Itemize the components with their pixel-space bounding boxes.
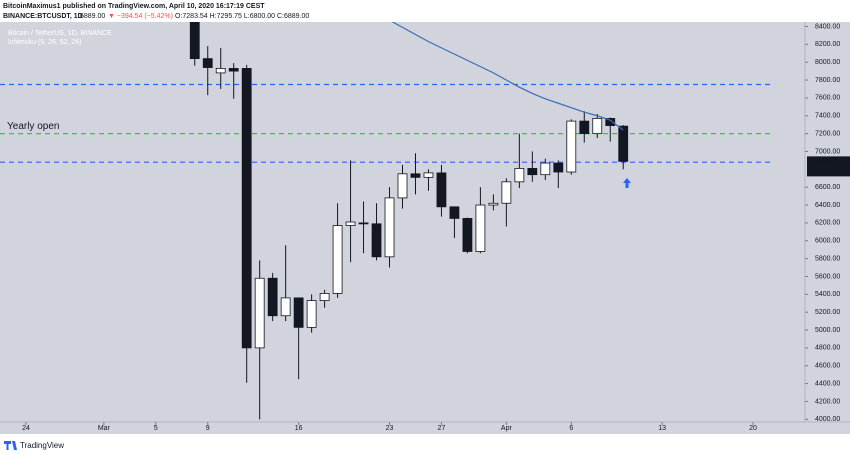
- candle-body: [592, 118, 603, 135]
- y-tick-label: 8000.00: [815, 59, 840, 66]
- x-tick-label: 13: [658, 425, 666, 432]
- legend-indicator: Ichimoku (9, 26, 52, 26): [8, 39, 82, 46]
- y-tick-label: 7600.00: [815, 95, 840, 102]
- candle-body: [319, 293, 330, 301]
- candle-body: [605, 118, 616, 126]
- y-tick-label: 6000.00: [815, 238, 840, 245]
- publish-info: BitcoinMaximus1 published on TradingView…: [3, 3, 265, 10]
- candle-body: [384, 197, 395, 258]
- last-price-label: 6889.00: [813, 158, 838, 165]
- x-tick-label: 23: [386, 425, 394, 432]
- candle-body: [241, 68, 252, 349]
- last: 6889.00: [80, 13, 105, 20]
- y-tick-label: 6200.00: [815, 220, 840, 227]
- x-tick-label: Apr: [501, 425, 513, 432]
- footer-text: TradingView: [20, 441, 64, 450]
- candle-body: [332, 225, 343, 294]
- y-tick-label: 5400.00: [815, 291, 840, 298]
- x-tick-label: 24: [22, 425, 30, 432]
- candle-body: [436, 172, 447, 208]
- candle-body: [215, 68, 226, 74]
- y-tick-label: 4400.00: [815, 380, 840, 387]
- y-tick-label: 5800.00: [815, 255, 840, 262]
- candle-body: [410, 173, 421, 178]
- candle-body: [202, 58, 213, 68]
- y-tick-label: 5000.00: [815, 327, 840, 334]
- candle-body: [397, 173, 408, 199]
- candle-body: [579, 120, 590, 135]
- plot: [0, 22, 770, 420]
- x-tick-label: 27: [438, 425, 446, 432]
- candle-body: [449, 206, 460, 219]
- candle-body: [540, 162, 551, 176]
- y-tick-label: 4200.00: [815, 398, 840, 405]
- symbol: BINANCE:BTCUSDT, 1D: [3, 13, 83, 20]
- y-tick-label: 7800.00: [815, 77, 840, 84]
- candle-body: [306, 300, 317, 328]
- y-tick-label: 8200.00: [815, 41, 840, 48]
- candle-body: [488, 202, 499, 206]
- x-tick-label: Mar: [98, 425, 111, 432]
- candle-body: [371, 223, 382, 258]
- footer-logo: [4, 441, 17, 450]
- legend-symbol: Bitcoin / TetherUS, 1D, BINANCE: [8, 30, 112, 37]
- y-tick-label: 8400.00: [815, 23, 840, 30]
- x-tick-label: 20: [749, 425, 757, 432]
- line-label: Yearly open: [7, 121, 59, 132]
- y-tick-label: 5200.00: [815, 309, 840, 316]
- y-tick-label: 6400.00: [815, 202, 840, 209]
- candle-body: [345, 221, 356, 226]
- x-tick-label: 5: [154, 425, 158, 432]
- y-tick-label: 6600.00: [815, 184, 840, 191]
- candle-body: [553, 162, 564, 173]
- chart-bg: [0, 22, 850, 434]
- candle-body: [293, 297, 304, 328]
- candle-body: [423, 172, 434, 178]
- timer-label: 09:42:43: [813, 168, 840, 175]
- candle-body: [254, 277, 265, 349]
- y-tick-label: 4800.00: [815, 345, 840, 352]
- candle-body: [189, 22, 200, 60]
- candle-body: [462, 218, 473, 252]
- last-price-bg: [807, 156, 850, 177]
- y-tick-label: 4600.00: [815, 363, 840, 370]
- candle-body: [358, 222, 369, 225]
- candle-body: [514, 168, 525, 183]
- y-tick-label: 7400.00: [815, 113, 840, 120]
- x-tick-label: 9: [206, 425, 210, 432]
- change: ▼ −394.54 (−5.42%): [108, 13, 173, 20]
- candle-body: [566, 120, 577, 173]
- candle-body: [280, 297, 291, 317]
- y-tick-label: 5600.00: [815, 273, 840, 280]
- header-bg: [0, 0, 850, 22]
- y-tick-label: 7000.00: [815, 148, 840, 155]
- arrow-up: [623, 178, 631, 188]
- candle-body: [501, 181, 512, 204]
- x-tick-label: 16: [295, 425, 303, 432]
- ichimoku-line: [391, 22, 624, 131]
- y-tick-label: 7200.00: [815, 130, 840, 137]
- ohlc: O:7283.54 H:7295.75 L:6800.00 C:6889.00: [175, 13, 309, 20]
- candle-body: [618, 125, 629, 162]
- candle-body: [527, 168, 538, 176]
- x-tick-label: 6: [569, 425, 573, 432]
- candle-body: [267, 277, 278, 317]
- candle-body: [475, 204, 486, 252]
- candle-body: [228, 68, 239, 72]
- y-tick-label: 4000.00: [815, 416, 840, 423]
